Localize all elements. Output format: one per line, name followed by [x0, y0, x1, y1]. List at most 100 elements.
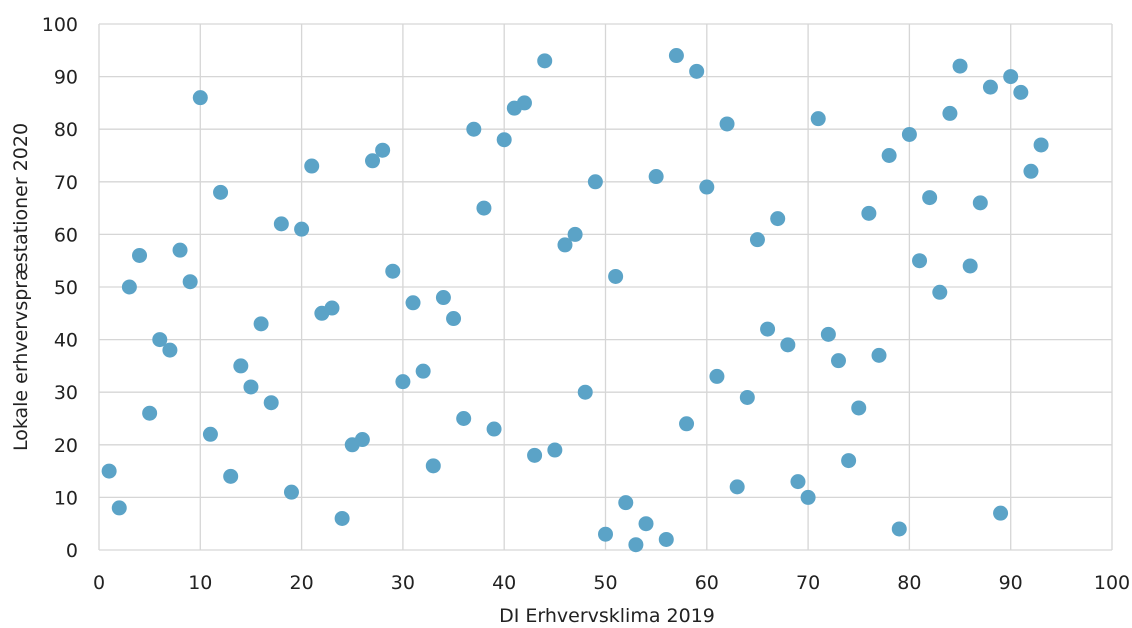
y-tick-label: 70 — [54, 172, 78, 194]
data-point — [425, 458, 441, 474]
data-point — [263, 395, 279, 411]
data-point — [1003, 69, 1019, 85]
data-point — [253, 316, 269, 332]
y-tick-label: 10 — [54, 487, 78, 509]
data-point — [891, 521, 907, 537]
x-tick-label: 40 — [492, 572, 516, 594]
data-point — [121, 279, 137, 295]
data-point — [729, 479, 745, 495]
y-tick-label: 90 — [54, 67, 78, 89]
data-point — [142, 405, 158, 421]
data-point — [365, 153, 381, 169]
data-point — [547, 442, 563, 458]
data-point — [577, 384, 593, 400]
data-point — [111, 500, 127, 516]
data-point — [334, 510, 350, 526]
x-tick-label: 30 — [391, 572, 415, 594]
data-point — [851, 400, 867, 416]
data-point — [982, 79, 998, 95]
data-point — [466, 121, 482, 137]
data-point — [587, 174, 603, 190]
data-point — [709, 368, 725, 384]
data-point — [830, 353, 846, 369]
y-tick-label: 40 — [54, 330, 78, 352]
data-point — [628, 537, 644, 553]
data-point — [223, 468, 239, 484]
y-tick-label: 60 — [54, 224, 78, 246]
data-point — [243, 379, 259, 395]
data-point — [324, 300, 340, 316]
data-point — [689, 63, 705, 79]
y-tick-label: 0 — [66, 540, 78, 562]
data-point — [375, 142, 391, 158]
data-point — [952, 58, 968, 74]
data-point — [294, 221, 310, 237]
data-point — [283, 484, 299, 500]
data-point — [922, 190, 938, 206]
x-tick-label: 100 — [1094, 572, 1130, 594]
data-point — [202, 426, 218, 442]
x-tick-label: 20 — [290, 572, 314, 594]
x-tick-label: 0 — [93, 572, 105, 594]
data-point — [476, 200, 492, 216]
data-point — [881, 148, 897, 163]
data-point — [496, 132, 512, 148]
data-point — [516, 95, 532, 111]
data-point — [354, 432, 370, 448]
data-point — [841, 453, 857, 469]
data-point — [912, 253, 928, 269]
data-point — [699, 179, 715, 195]
data-point — [395, 374, 411, 390]
y-axis-title: Lokale erhvervspræstationer 2020 — [10, 123, 32, 451]
data-point — [820, 326, 836, 342]
data-point — [162, 342, 178, 358]
data-point — [446, 311, 462, 327]
data-point — [972, 195, 988, 211]
data-point — [749, 232, 765, 248]
x-axis-title: DI Erhvervsklima 2019 — [499, 605, 715, 627]
data-point — [557, 237, 573, 253]
data-point — [770, 211, 786, 227]
data-point — [456, 411, 472, 426]
data-point — [415, 363, 431, 379]
data-point — [233, 358, 249, 374]
data-points — [101, 48, 1049, 553]
data-point — [790, 474, 806, 490]
data-point — [1023, 163, 1039, 179]
x-tick-label: 70 — [796, 572, 820, 594]
data-point — [192, 90, 208, 106]
data-point — [993, 505, 1009, 521]
data-point — [618, 495, 634, 511]
data-point — [152, 332, 168, 348]
data-point — [861, 205, 877, 221]
data-point — [567, 226, 583, 242]
data-point — [739, 389, 755, 405]
data-point — [679, 416, 695, 432]
data-point — [638, 516, 654, 532]
data-point — [273, 216, 289, 232]
y-tick-label: 30 — [54, 382, 78, 404]
y-tick-label: 20 — [54, 435, 78, 457]
data-point — [435, 290, 451, 306]
data-point — [405, 295, 421, 311]
data-point — [962, 258, 978, 274]
x-axis-ticks: 0 10 20 30 40 50 60 70 80 90 100 — [93, 572, 1130, 594]
x-tick-label: 50 — [593, 572, 617, 594]
data-point — [658, 531, 674, 547]
data-point — [172, 242, 188, 258]
data-point — [871, 347, 887, 363]
data-point — [1013, 84, 1029, 100]
data-point — [304, 158, 320, 174]
data-point — [598, 526, 613, 542]
data-point — [760, 321, 776, 337]
data-point — [537, 53, 553, 69]
data-point — [668, 48, 684, 64]
y-tick-label: 100 — [42, 14, 78, 36]
data-point — [810, 111, 826, 127]
gridlines — [98, 23, 1113, 551]
data-point — [182, 274, 198, 290]
y-tick-label: 50 — [54, 277, 78, 299]
data-point — [608, 268, 624, 284]
y-axis-ticks: 0 10 20 30 40 50 60 70 80 90 100 — [42, 14, 78, 562]
